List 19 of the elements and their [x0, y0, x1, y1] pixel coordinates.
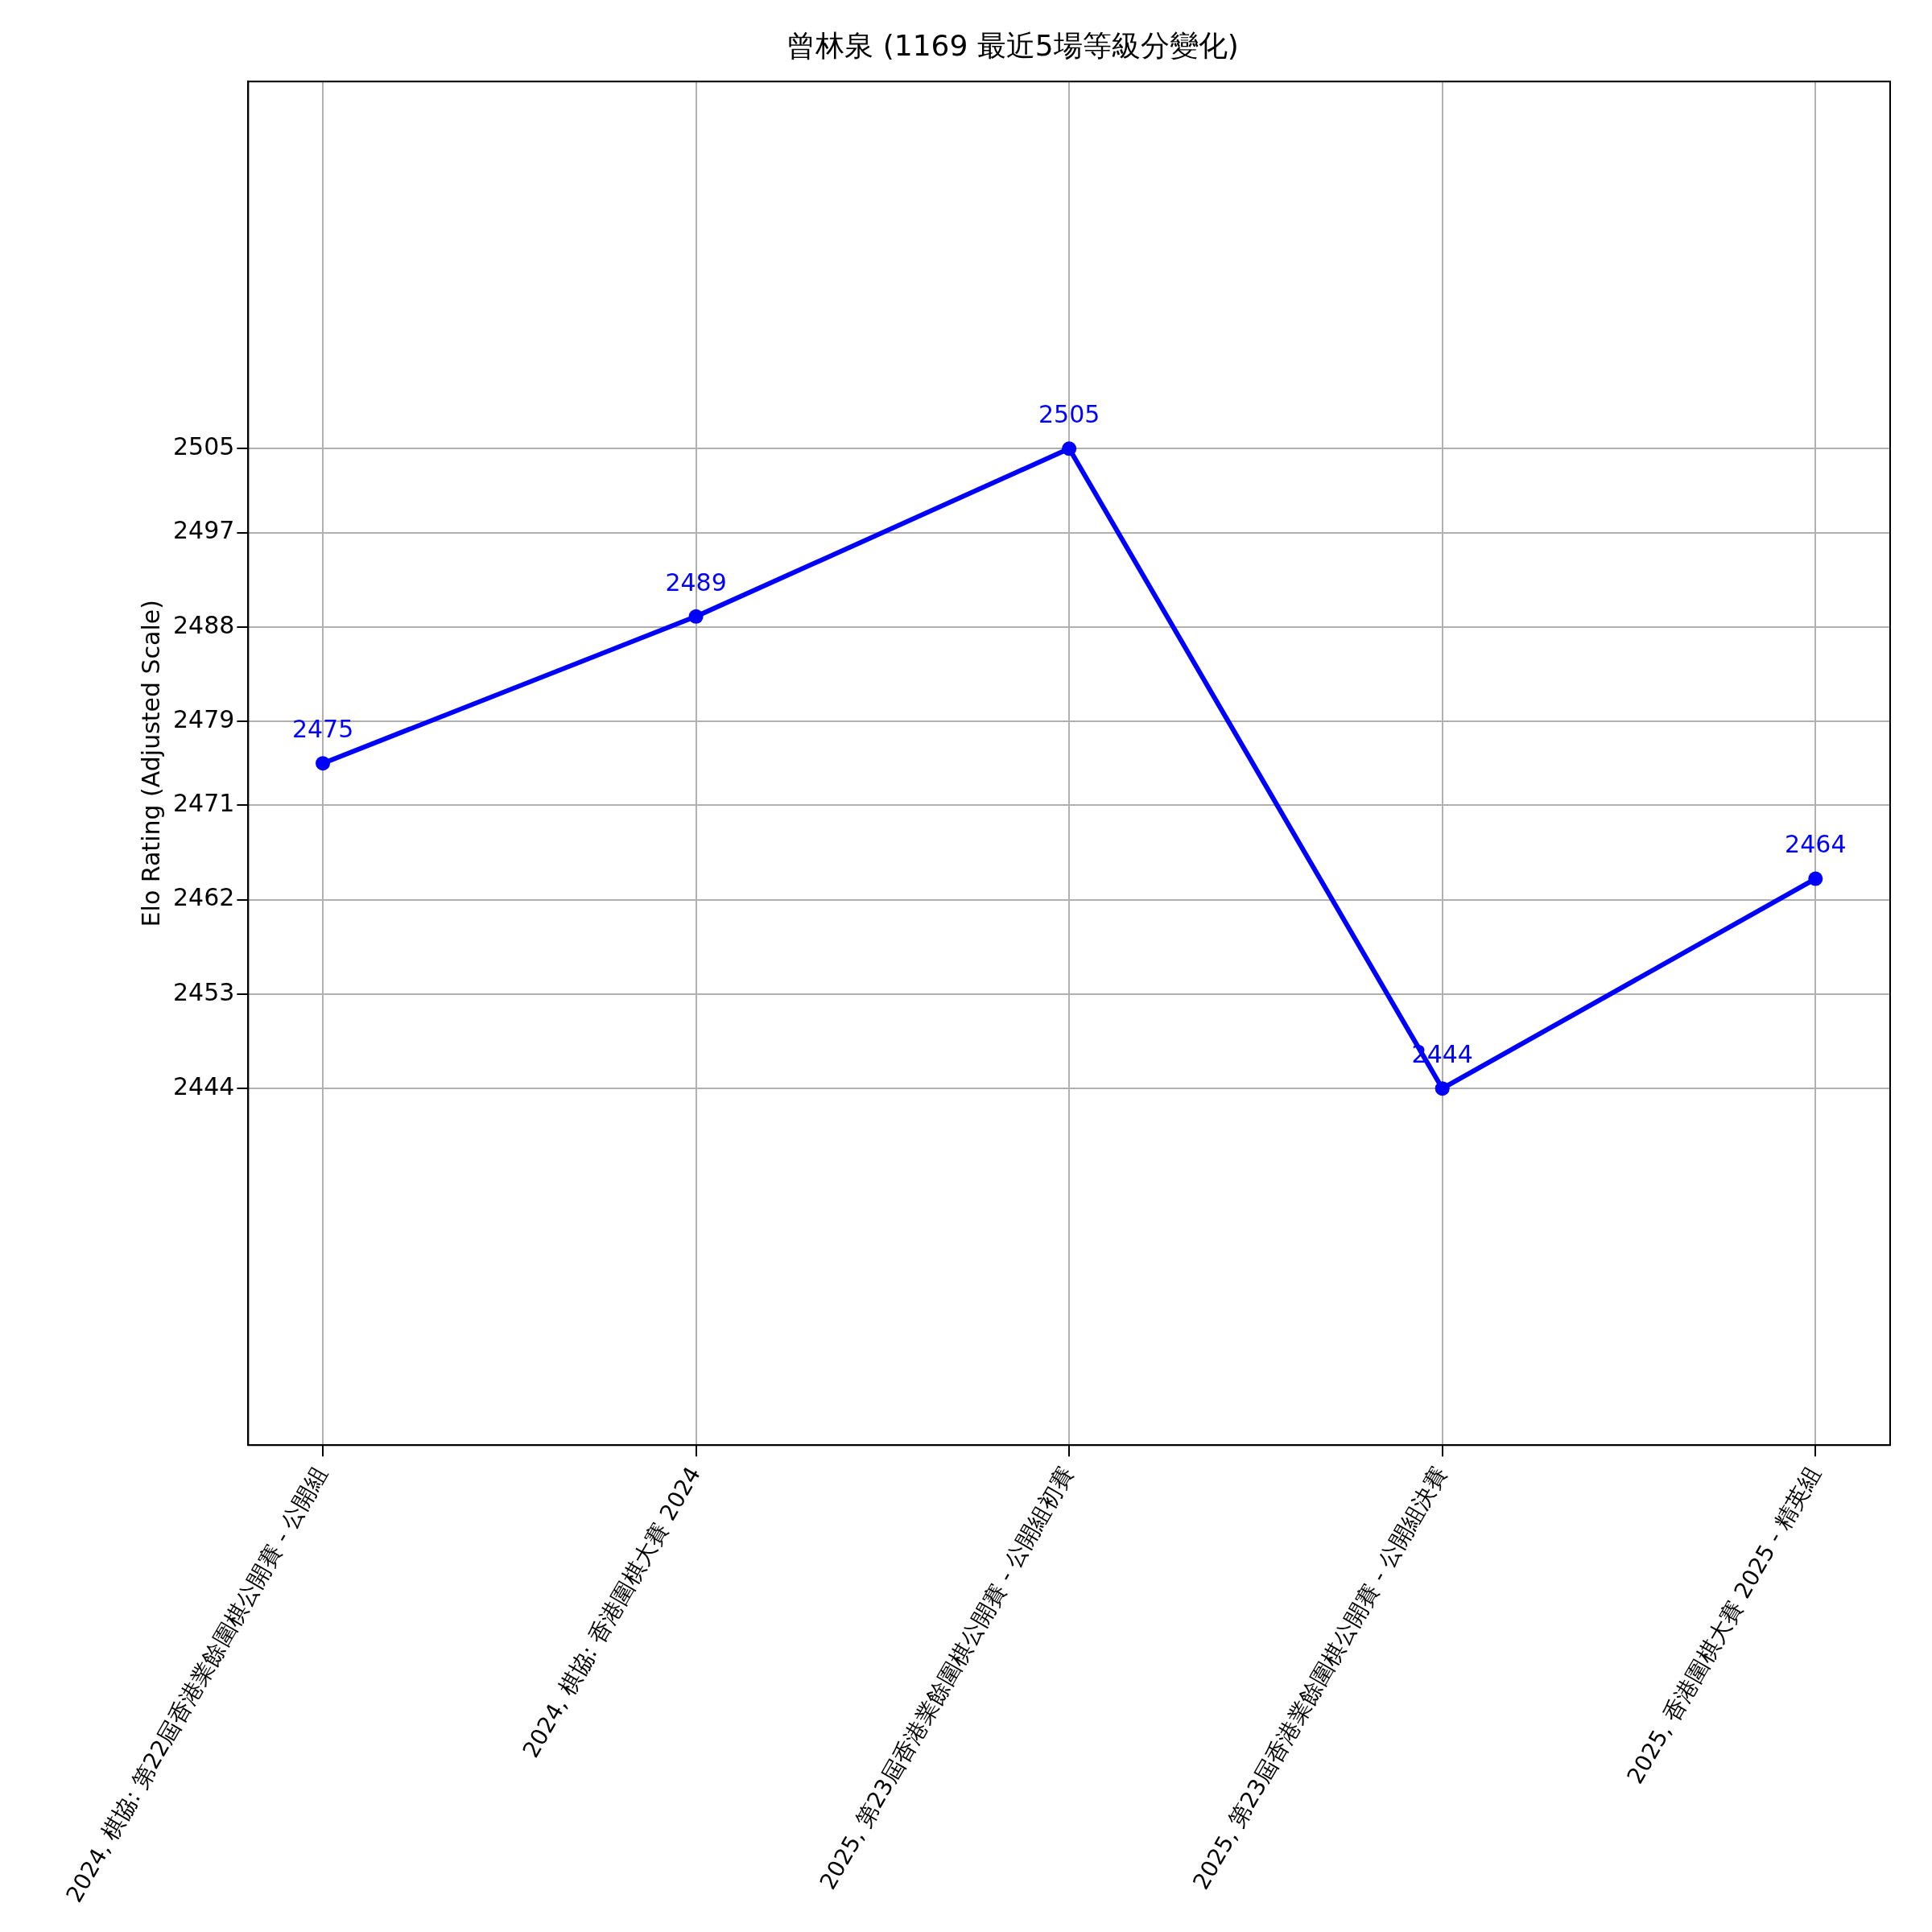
- y-tick-label: 2453: [172, 977, 235, 1006]
- y-axis-title: Elo Rating (Adjusted Scale): [136, 600, 165, 927]
- point: [1808, 871, 1823, 886]
- data-label: 2475: [291, 714, 354, 743]
- data-label: 2464: [1785, 830, 1847, 859]
- y-tick-label: 2479: [172, 704, 235, 733]
- y-tick-label: 2488: [172, 610, 235, 639]
- y-tick-label: 2505: [172, 432, 235, 461]
- point: [1062, 441, 1077, 456]
- chart-title: 曾林泉 (1169 最近5場等級分變化): [786, 28, 1239, 62]
- data-label: 2505: [1038, 400, 1100, 429]
- y-tick-label: 2471: [172, 789, 235, 818]
- y-tick-label: 2497: [172, 516, 235, 545]
- y-tick-label: 2462: [172, 883, 235, 912]
- y-tick-label: 2444: [172, 1071, 235, 1100]
- point: [688, 609, 704, 624]
- point: [1435, 1081, 1450, 1096]
- data-label: 2489: [665, 568, 727, 597]
- point: [316, 756, 331, 771]
